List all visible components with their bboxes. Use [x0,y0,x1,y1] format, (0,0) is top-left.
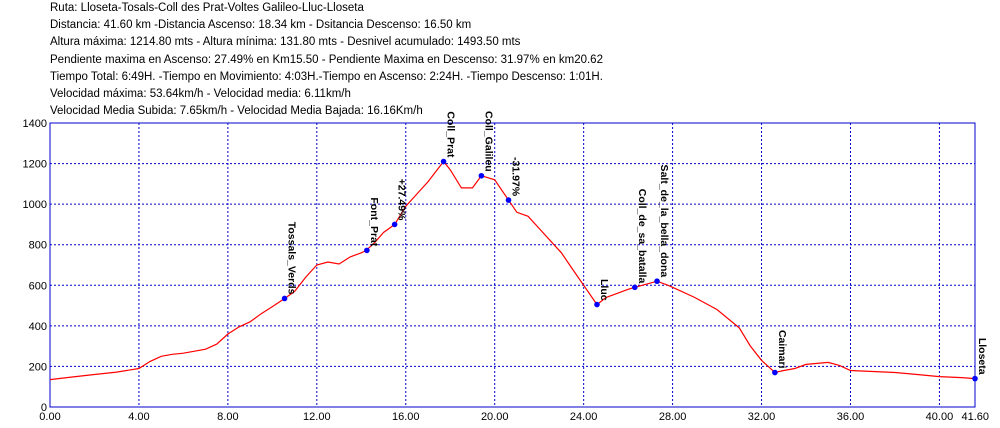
y-tick-label: 1400 [23,118,47,130]
x-tick-label: 32.00 [748,411,776,423]
time-line: Tiempo Total: 6:49H. -Tiempo en Movimien… [50,70,603,83]
x-tick-label: 36.00 [837,411,865,423]
x-tick-label: 28.00 [659,411,687,423]
y-tick-label: 400 [29,321,47,333]
waypoint-marker [972,375,978,382]
waypoint-layer: Tossals_Verds Font_Prat +27.49% Coll_Prat Co… [281,111,988,382]
elevation-line-layer [49,160,976,381]
x-tick-label: 24.00 [570,411,598,423]
speed-line: Velocidad máxima: 53.64km/h - Velocidad … [50,88,351,101]
y-tick-label: 200 [29,361,47,373]
waypoint-marker [281,295,288,302]
x-tick-label: 4.00 [128,411,149,423]
avg-speed-line: Velocidad Media Subida: 7.65km/h - Veloc… [50,105,423,118]
x-tick-label: 8.00 [217,411,238,423]
waypoint-marker [654,278,660,285]
waypoint-label: Caimari [776,330,788,369]
route-name-line: Ruta: Lloseta-Tosals-Coll des Prat-Volte… [50,2,364,14]
waypoint-marker [772,369,778,376]
waypoint-label: Coll_de_sa_batalla [636,189,648,284]
x-tick-label: 40.00 [926,411,954,423]
waypoint-label: Font_Prat [368,197,380,247]
waypoint-label: Salt_de_la_bella_dona [658,165,670,278]
waypoint-marker [364,247,370,254]
waypoint-label: Lloseta [976,338,988,375]
waypoint-label: Coll_Galileu [482,111,494,172]
waypoint-marker [440,158,447,165]
y-tick-label: 800 [29,240,47,252]
y-tick-label: 0 [41,402,47,414]
altitude-line: Altura máxima: 1214.80 mts - Altura míni… [50,36,521,49]
plot-border [49,122,976,408]
slope-line: Pendiente maxima en Ascenso: 27.49% en K… [50,53,603,66]
waypoint-marker [505,197,512,203]
distance-line: Distancia: 41.60 km -Distancia Ascenso: … [50,19,472,32]
waypoint-marker [391,221,398,228]
y-tick-label: 1000 [23,199,47,211]
waypoint-marker [631,284,638,291]
waypoint-label: Coll_Prat [445,111,457,158]
waypoint-label: Tossals_Verds [286,222,298,295]
x-tick-label: 16.00 [392,411,420,423]
axes: 0 200 400 600 800 1000 1200 1400 0.00 4.00 8.00 12.… [23,118,989,423]
waypoint-label: Lluc [598,279,610,301]
x-tick-label: 20.00 [481,411,509,423]
waypoint-marker [594,301,600,308]
elevation-line [49,160,976,381]
waypoint-label: +27.49% [396,179,408,221]
x-tick-label: 41.60 [961,411,989,423]
x-tick-label: 12.00 [303,411,331,423]
waypoint-label: -31.97% [510,157,522,197]
waypoint-marker [478,172,485,179]
y-tick-label: 600 [29,280,47,292]
x-tick-label: 0.00 [39,411,60,423]
route-info-header: Ruta: Lloseta-Tosals-Coll des Prat-Volte… [50,0,990,120]
y-tick-label: 1200 [23,159,47,171]
